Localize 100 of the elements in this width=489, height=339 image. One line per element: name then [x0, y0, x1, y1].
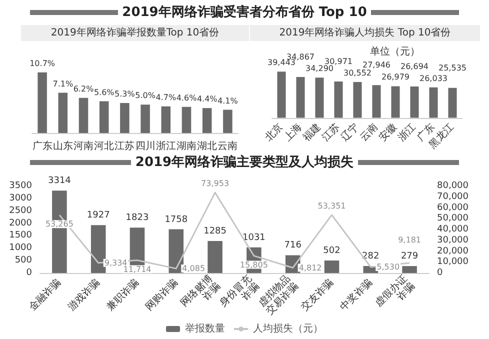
y2-tick-label: 40,000 — [437, 224, 469, 234]
y2-tick-label: 70,000 — [437, 192, 469, 202]
x-tick-label: 网购诈骗 — [143, 276, 180, 314]
x-tick-label: 山东 — [52, 140, 73, 152]
y-tick-label: 2000 — [9, 218, 32, 228]
data-label: 3314 — [48, 176, 72, 186]
x-tick-label: 北京 — [262, 121, 286, 144]
data-label: 5.0% — [135, 91, 156, 100]
x-tick-label: 金融诈骗 — [26, 276, 64, 314]
data-label: 4,812 — [298, 263, 322, 272]
bar — [182, 106, 192, 133]
bar — [402, 266, 417, 273]
data-label: 15,805 — [240, 260, 268, 270]
data-label: 4,085 — [182, 264, 206, 274]
data-label: 1031 — [242, 232, 266, 243]
y2-tick-label: 0 — [437, 268, 443, 278]
bar — [223, 110, 232, 133]
x-tick-label: 云南 — [218, 140, 238, 152]
x-tick-label: 湖北 — [197, 140, 218, 152]
data-label: 27,946 — [362, 60, 390, 70]
data-label: 502 — [323, 246, 340, 256]
y-tick-label: 3000 — [9, 193, 32, 204]
y-axis-title: 单位（元） — [370, 46, 420, 58]
data-label: 282 — [362, 251, 380, 262]
data-label: 716 — [284, 240, 302, 251]
text: 2019年网络诈骗受害者分布省份 Top 10 — [122, 4, 367, 21]
data-label: 73,953 — [201, 179, 230, 188]
bar — [161, 106, 171, 133]
y2-tick-label: 30,000 — [437, 235, 469, 246]
chart-title: 2019年网络诈骗主要类型及人均损失 — [135, 154, 354, 171]
data-label: 5,530 — [376, 262, 400, 272]
x-tick-label: 辽宁 — [338, 121, 362, 144]
bar — [334, 82, 343, 118]
x-tick-label: 中奖诈骗 — [338, 276, 375, 314]
y-tick-label: 2500 — [9, 206, 32, 216]
data-label: 26,694 — [400, 62, 428, 72]
data-label: 34,290 — [306, 64, 334, 74]
data-label: 53,265 — [45, 220, 74, 229]
data-label: 30,552 — [344, 68, 372, 78]
x-tick-label: 江苏 — [114, 140, 135, 152]
data-label: 279 — [400, 252, 418, 262]
data-label: 11,714 — [123, 264, 152, 274]
data-label: 26,979 — [382, 72, 410, 82]
bar — [372, 85, 381, 118]
data-label: 4.4% — [196, 94, 218, 104]
y2-tick-label: 10,000 — [437, 257, 469, 268]
data-label: 10.7% — [30, 58, 56, 68]
y-tick-label: 3500 — [9, 181, 32, 191]
x-tick-label: 交友诈骗 — [298, 276, 336, 314]
data-label: 1823 — [126, 213, 149, 224]
data-label: 1285 — [204, 226, 227, 237]
x-tick-label: 四川 — [135, 140, 156, 152]
data-label: 1758 — [164, 214, 188, 225]
y2-tick-label: 60,000 — [437, 202, 469, 213]
data-label: 5.6% — [94, 88, 115, 97]
chart-title: 2019年网络诈骗举报数量Top 10省份 — [50, 26, 220, 38]
y2-tick-label: 80,000 — [437, 181, 469, 191]
bar — [324, 260, 340, 273]
data-label: 6.2% — [73, 84, 94, 94]
x-tick-label: 兼职诈骗 — [104, 276, 142, 314]
legend-label: 举报数量 — [185, 322, 225, 334]
data-label: 9,334 — [104, 258, 128, 268]
x-tick-label: 湖南 — [176, 140, 196, 152]
data-label: 26,033 — [420, 74, 448, 83]
data-label: 7.1% — [52, 79, 74, 88]
data-label: 25,535 — [438, 63, 466, 72]
bar — [296, 77, 305, 118]
bar — [78, 98, 88, 133]
bar — [208, 241, 222, 273]
x-tick-label: 广东 — [32, 140, 52, 152]
bar — [429, 87, 438, 118]
y-tick-label: 0 — [26, 268, 32, 278]
x-tick-label: 游戏诈骗 — [65, 276, 102, 314]
y2-tick-label: 50,000 — [437, 214, 469, 224]
y-tick-label: 1000 — [9, 243, 32, 254]
y2-tick-label: 20,000 — [437, 246, 469, 256]
bar — [140, 104, 150, 133]
bar — [277, 72, 286, 118]
data-label: 53,351 — [318, 201, 346, 210]
x-tick-label: 河北 — [94, 140, 114, 152]
data-label: 4.7% — [156, 92, 176, 102]
data-label: 1927 — [86, 210, 110, 221]
bar — [410, 86, 419, 118]
y-tick-label: 500 — [14, 256, 32, 266]
data-label: 4.1% — [218, 96, 238, 106]
bar — [38, 72, 47, 133]
bar — [391, 86, 400, 118]
x-tick-label: 浙江 — [396, 121, 418, 144]
x-tick-label: 虚假办证诈骗 — [372, 272, 418, 310]
bar — [448, 88, 457, 118]
bar — [58, 92, 68, 133]
bar — [90, 225, 106, 273]
data-label: 30,971 — [324, 57, 352, 66]
data-label: 9,181 — [398, 236, 422, 245]
bar — [99, 101, 109, 133]
x-tick-label: 浙江 — [156, 140, 176, 152]
chart-title: 2019年网络诈骗人均损失 Top 10省份 — [279, 26, 451, 38]
bar — [315, 78, 324, 118]
data-label: 4.6% — [176, 93, 198, 102]
bar — [353, 82, 362, 118]
